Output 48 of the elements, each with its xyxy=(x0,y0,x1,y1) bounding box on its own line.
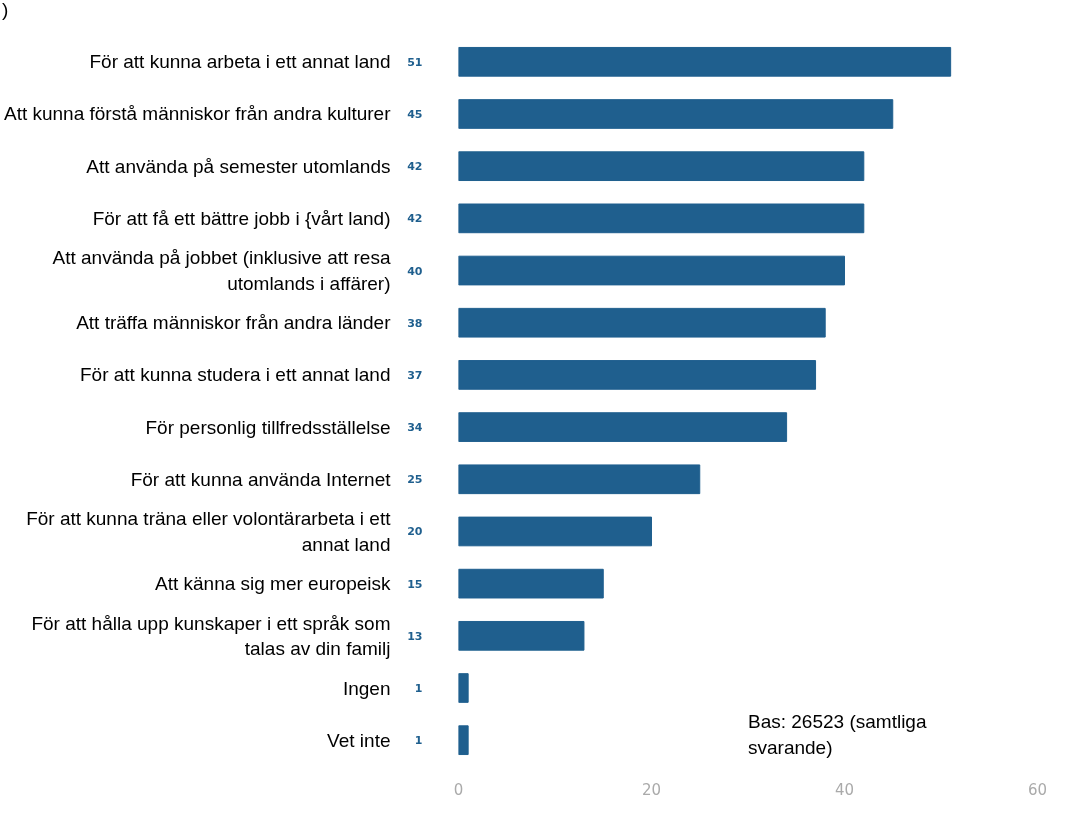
data-label: 42 xyxy=(407,160,423,174)
text: ) xyxy=(2,0,9,20)
y-tick-label: För att kunna studera i ett annat land xyxy=(79,364,391,386)
bar xyxy=(458,99,894,129)
x-tick-label: 60 xyxy=(1027,780,1048,799)
x-tick-label: 0 xyxy=(453,780,464,799)
data-label: 51 xyxy=(407,55,423,69)
bar xyxy=(458,46,952,77)
y-tick-label: Att känna sig mer europeisk xyxy=(154,573,391,595)
bar xyxy=(458,203,865,234)
data-label: 34 xyxy=(407,421,423,435)
data-label: 15 xyxy=(407,577,423,591)
data-label: 42 xyxy=(407,212,423,226)
x-tick-label: 40 xyxy=(834,780,855,799)
data-label: 20 xyxy=(407,525,423,539)
bar xyxy=(458,568,604,599)
bar xyxy=(458,620,585,651)
y-tick-label: För att hålla upp kunskaper i ett språk som talas av din familj xyxy=(31,612,391,659)
bar xyxy=(458,151,865,182)
annotation: Bas: 26523 (samtliga svarande) xyxy=(748,711,927,758)
y-tick-label: För att kunna använda Internet xyxy=(130,468,392,490)
data-label: 1 xyxy=(414,734,423,748)
data-label: 37 xyxy=(407,368,423,382)
bar xyxy=(458,516,652,547)
data-label: 1 xyxy=(414,682,423,696)
bar xyxy=(458,360,817,390)
y-tick-label: För att kunna arbeta i ett annat land xyxy=(89,51,391,73)
y-tick-label: Vet inte xyxy=(327,729,391,751)
y-tick-label: Att kunna förstå människor från andra kulturer xyxy=(3,103,392,125)
data-label: 45 xyxy=(407,107,423,121)
y-tick-label: För att få ett bättre jobb i {vårt land) xyxy=(92,207,391,229)
data-label: 25 xyxy=(407,473,423,487)
bar xyxy=(458,673,469,703)
y-tick-label: Ingen xyxy=(342,677,391,699)
bar xyxy=(458,412,788,442)
x-tick-label: 20 xyxy=(641,780,662,799)
bar xyxy=(458,255,845,286)
y-tick-label: Att använda på jobbet (inklusive att resa utomlands i affärer) xyxy=(52,247,391,294)
data-label: 40 xyxy=(407,264,423,278)
bar xyxy=(458,464,701,495)
y-tick-label: För personlig tillfredsställelse xyxy=(145,416,391,438)
bar xyxy=(458,307,826,338)
y-tick-label: Att använda på semester utomlands xyxy=(86,155,391,177)
y-tick-label: Att träffa människor från andra länder xyxy=(76,312,392,334)
data-label: 38 xyxy=(407,316,423,330)
data-label: 13 xyxy=(407,629,423,643)
y-tick-label: För att kunna träna eller volontärarbeta i ett annat land xyxy=(26,508,392,555)
bar xyxy=(458,725,469,756)
